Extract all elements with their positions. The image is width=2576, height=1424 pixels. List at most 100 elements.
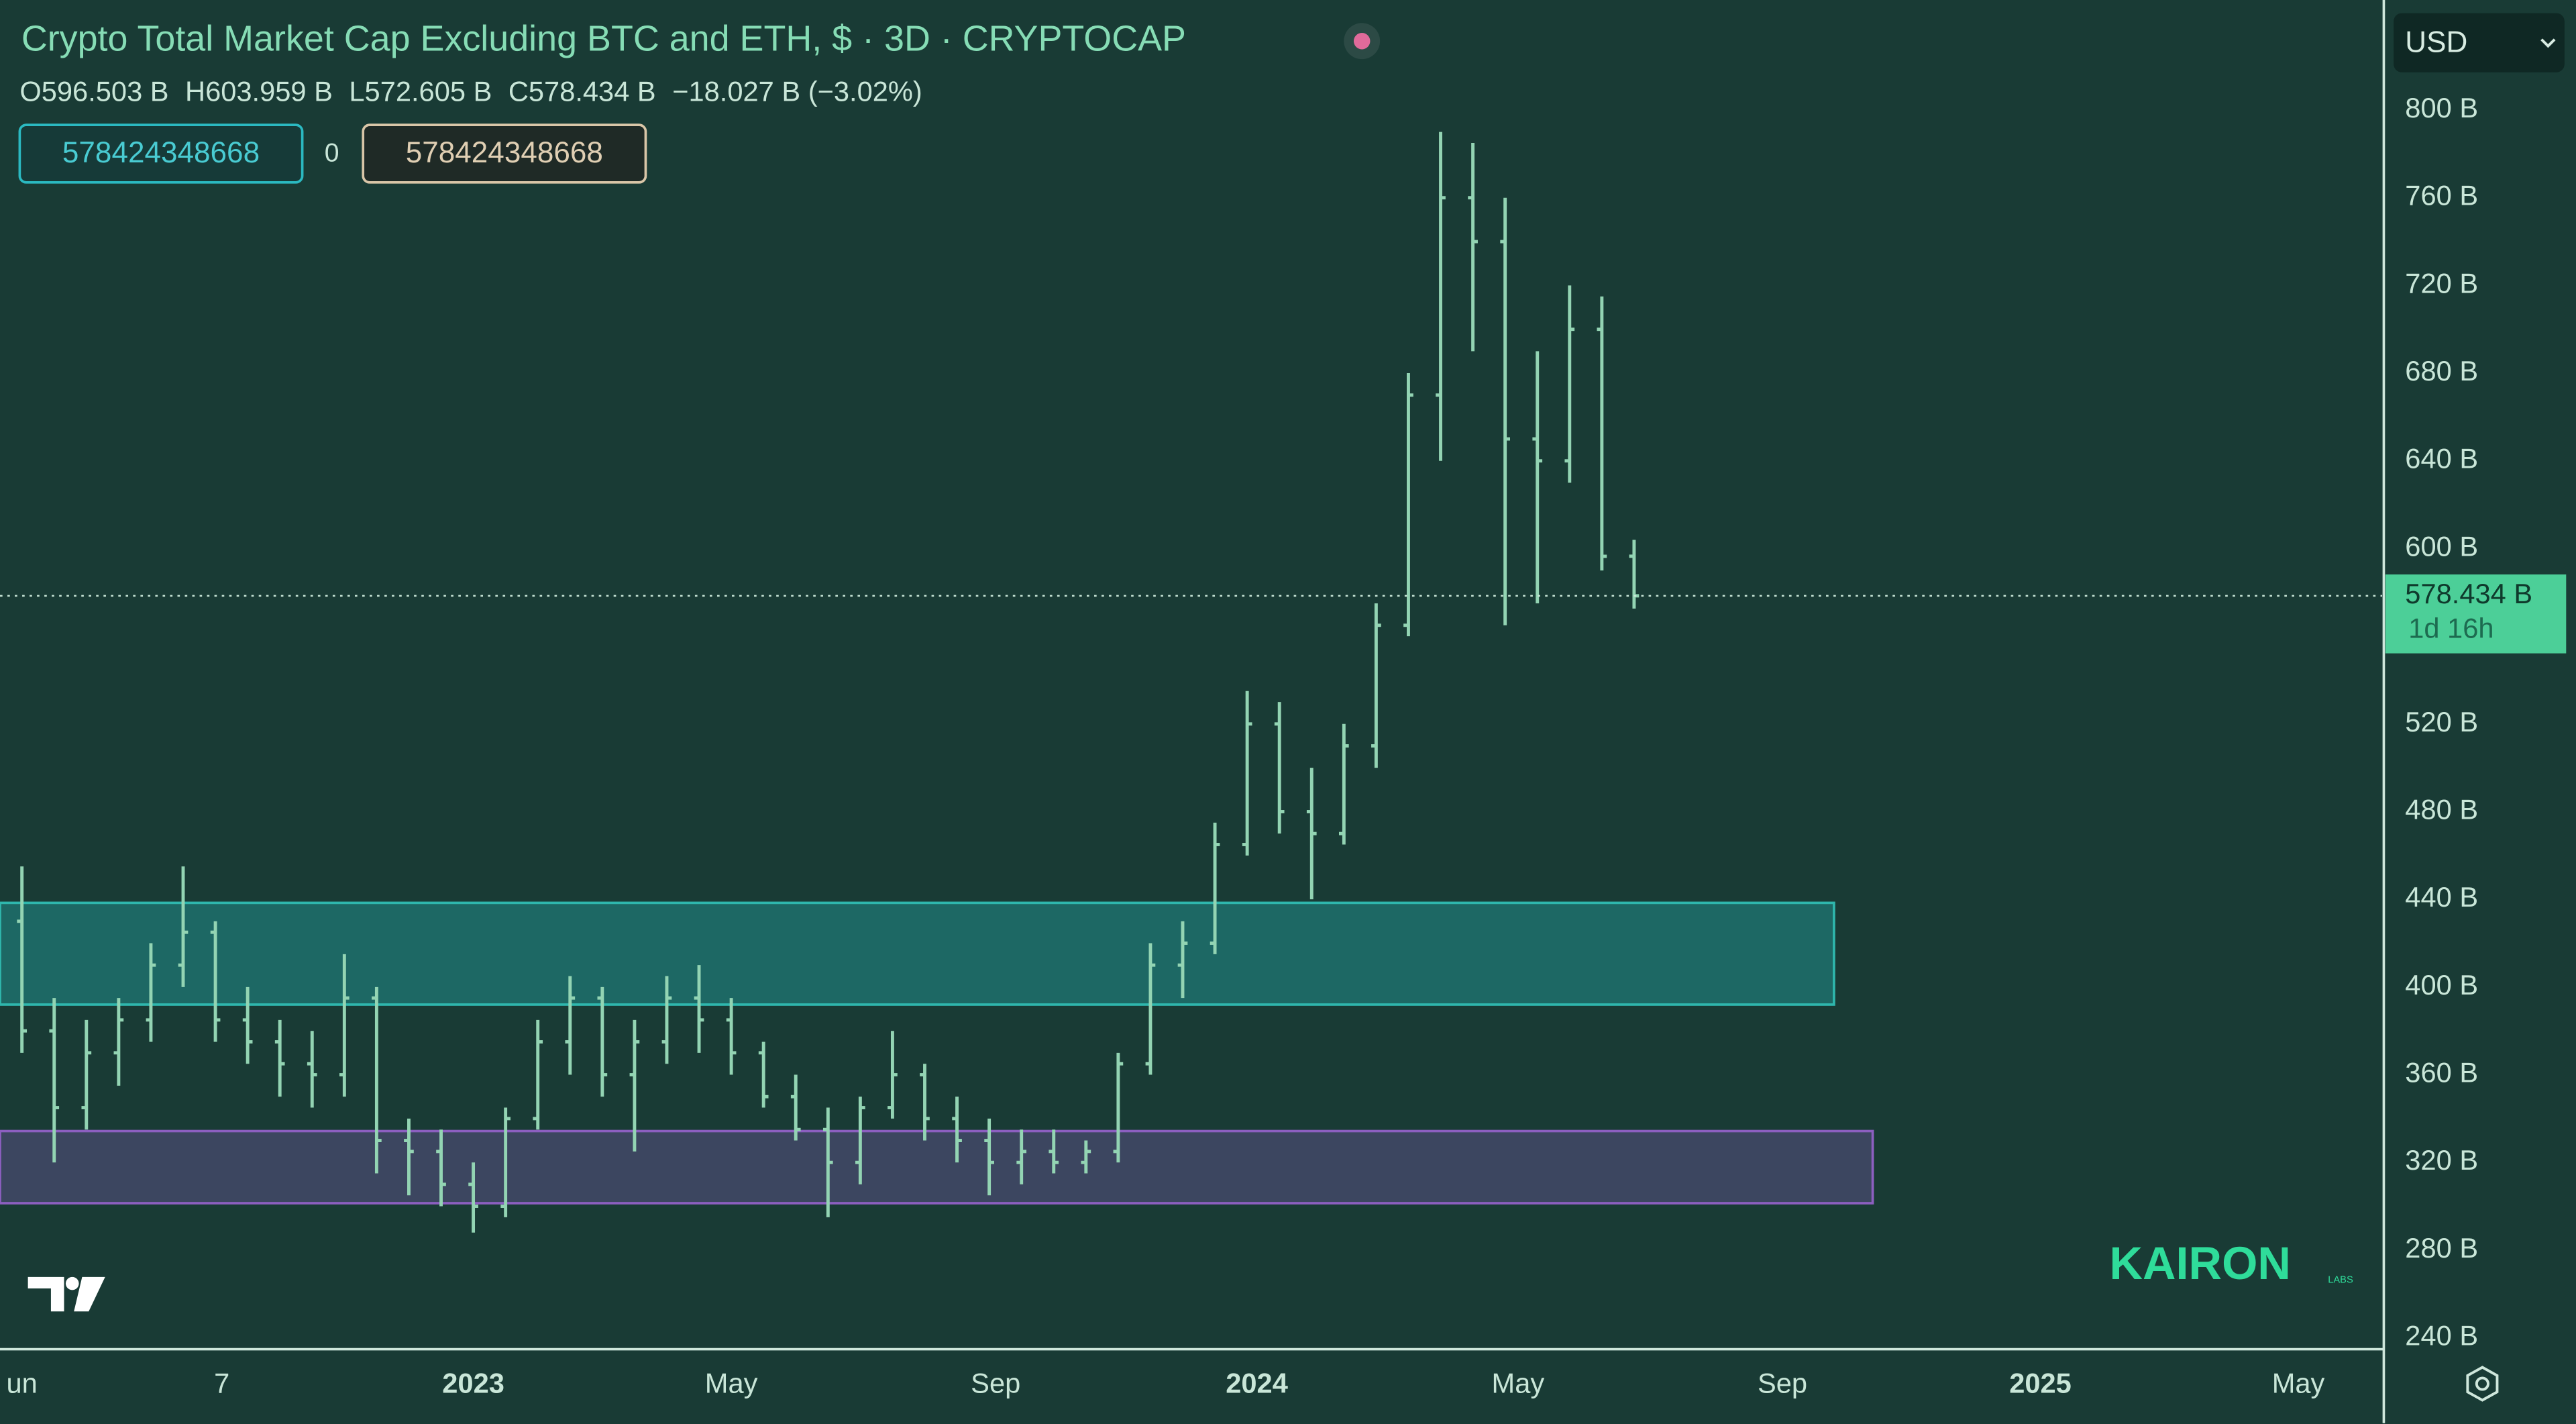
settings-icon[interactable]	[2466, 1366, 2499, 1402]
y-tick-label: 440 B	[2405, 881, 2478, 913]
ohlc-bar	[274, 1019, 285, 1097]
chart-title: Crypto Total Market Cap Excluding BTC an…	[21, 18, 1186, 58]
x-tick-label: 2025	[2009, 1367, 2072, 1398]
ohlc-bar	[1113, 1052, 1124, 1163]
ohlc-bar	[436, 1129, 446, 1207]
ohlc-bar	[1500, 197, 1511, 625]
ohlc-bar	[952, 1097, 962, 1163]
ohlc-bar	[661, 976, 672, 1064]
ohlc-bar	[597, 986, 608, 1097]
y-tick-label: 240 B	[2405, 1320, 2478, 1352]
zone	[0, 1129, 1874, 1205]
input-box[interactable]	[362, 123, 647, 184]
tv-logo-part	[28, 1276, 64, 1312]
y-tick-label: 400 B	[2405, 969, 2478, 1001]
ohlc-bar	[1177, 921, 1188, 999]
ohlc-bar	[822, 1107, 833, 1217]
ohlc-bar	[1081, 1140, 1091, 1174]
tv-logo	[28, 1276, 105, 1312]
ohlc-bar	[1210, 822, 1220, 954]
x-tick-label: 7	[214, 1367, 229, 1398]
y-tick-label: 720 B	[2405, 267, 2478, 299]
x-tick-label: May	[705, 1367, 758, 1398]
ohlc-bar	[758, 1041, 769, 1108]
y-tick-label: 320 B	[2405, 1144, 2478, 1176]
y-tick-label: 480 B	[2405, 793, 2478, 825]
ohlc-bar	[339, 954, 350, 1097]
settings-hex	[2466, 1366, 2499, 1402]
ohlc-bar	[1403, 373, 1413, 637]
last-price-label: 578.434 B	[2405, 578, 2532, 609]
currency-select[interactable]	[2394, 13, 2565, 72]
ohlc-bar	[1145, 943, 1156, 1075]
ohlc-bar	[81, 1019, 92, 1130]
ohlc-bar	[1242, 691, 1252, 856]
x-tick-label: Sep	[1758, 1367, 1807, 1398]
y-tick-label: 640 B	[2405, 443, 2478, 474]
dropdown-arrow	[2540, 38, 2556, 48]
input-value: 578424348668	[62, 136, 260, 169]
y-tick-label: 360 B	[2405, 1057, 2478, 1088]
ohlc-bar	[1371, 603, 1381, 768]
plot-area	[0, 132, 2383, 1233]
zone	[0, 901, 1835, 1006]
ohlc-bar	[565, 976, 576, 1075]
ohlc-readout-item: C578.434 B	[508, 76, 656, 107]
ohlc-bar	[1532, 351, 1543, 604]
watermark: KAIRON	[2109, 1237, 2290, 1289]
ohlc-bar	[242, 986, 253, 1064]
x-tick-label: Sep	[971, 1367, 1020, 1398]
y-tick-label: 280 B	[2405, 1232, 2478, 1264]
status-dot	[1353, 32, 1371, 50]
currency-label: USD	[2405, 26, 2467, 59]
settings-dot	[2475, 1376, 2489, 1391]
ohlc-bar	[307, 1031, 317, 1108]
ohlc-bar	[855, 1097, 865, 1184]
ohlc-bar	[629, 1019, 640, 1152]
ohlc-bar	[178, 866, 189, 987]
countdown-label: 1d 16h	[2408, 612, 2493, 644]
ohlc-bar	[1016, 1129, 1027, 1184]
ohlc-readout-item: L572.605 B	[349, 76, 492, 107]
ohlc-bar	[1338, 723, 1349, 845]
input-separator: 0	[325, 139, 339, 168]
y-tick-label: 520 B	[2405, 706, 2478, 738]
ohlc-bar	[888, 1031, 898, 1119]
x-tick-label: May	[1492, 1367, 1545, 1398]
x-tick-label: 2023	[442, 1367, 504, 1398]
ohlc-readout-item: O596.503 B	[19, 76, 168, 107]
y-tick-label: 600 B	[2405, 530, 2478, 562]
ohlc-bar	[533, 1019, 543, 1130]
ohlc-bar	[1597, 296, 1607, 571]
x-tick-label: May	[2272, 1367, 2325, 1398]
y-tick-label: 680 B	[2405, 355, 2478, 387]
ohlc-bar	[500, 1107, 511, 1217]
ohlc-bar	[984, 1118, 994, 1196]
ohlc-bar	[1274, 702, 1285, 834]
watermark-sub: LABS	[2328, 1275, 2353, 1286]
ohlc-readout-item: H603.959 B	[185, 76, 333, 107]
ohlc-readout: O596.503 B H603.959 B L572.605 B C578.434 B…	[19, 76, 922, 107]
ohlc-bar	[146, 943, 156, 1042]
ohlc-bar	[920, 1064, 930, 1141]
y-tick-label: 800 B	[2405, 92, 2478, 123]
ohlc-bar	[1436, 132, 1446, 461]
ohlc-bar	[210, 921, 221, 1042]
ohlc-bar	[726, 998, 737, 1075]
ohlc-bar	[113, 998, 124, 1086]
ohlc-readout-item: −18.027 B (−3.02%)	[672, 76, 922, 107]
input-box[interactable]	[18, 123, 304, 184]
ohlc-bar	[694, 965, 704, 1053]
ohlc-bar	[790, 1074, 801, 1141]
ohlc-bar	[468, 1162, 478, 1233]
x-tick-label: un	[7, 1367, 38, 1398]
ohlc-bar	[1468, 143, 1478, 352]
tv-logo-part	[65, 1276, 79, 1290]
ohlc-bar	[1564, 285, 1575, 483]
ohlc-bar	[372, 986, 382, 1174]
ohlc-bar	[49, 998, 60, 1163]
ohlc-bar	[1049, 1129, 1059, 1174]
